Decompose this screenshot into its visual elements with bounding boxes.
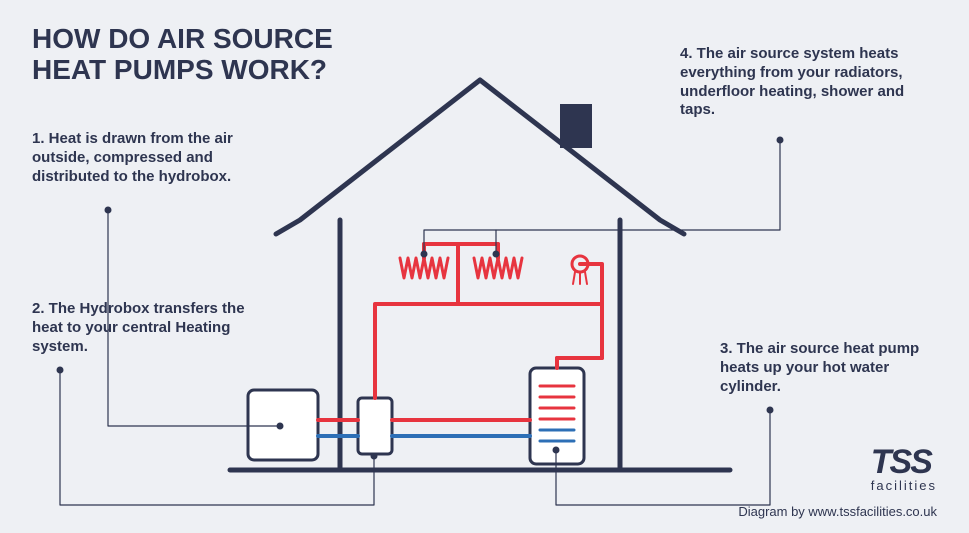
page-title: HOW DO AIR SOURCE HEAT PUMPS WORK? bbox=[32, 24, 333, 86]
logo-sub: facilities bbox=[871, 478, 937, 493]
callout-2: 2. The Hydrobox transfers the heat to yo… bbox=[32, 300, 262, 356]
callout-1: 1. Heat is drawn from the air outside, c… bbox=[32, 130, 262, 186]
callout-4: 4. The air source system heats everythin… bbox=[680, 45, 910, 120]
title-line-1: HOW DO AIR SOURCE bbox=[32, 24, 333, 55]
logo-main: TSS bbox=[871, 443, 937, 482]
credit-text: Diagram by www.tssfacilities.co.uk bbox=[738, 504, 937, 519]
title-line-2: HEAT PUMPS WORK? bbox=[32, 55, 333, 86]
callout-3: 3. The air source heat pump heats up you… bbox=[720, 340, 950, 396]
brand-logo: TSS facilities bbox=[871, 443, 937, 493]
